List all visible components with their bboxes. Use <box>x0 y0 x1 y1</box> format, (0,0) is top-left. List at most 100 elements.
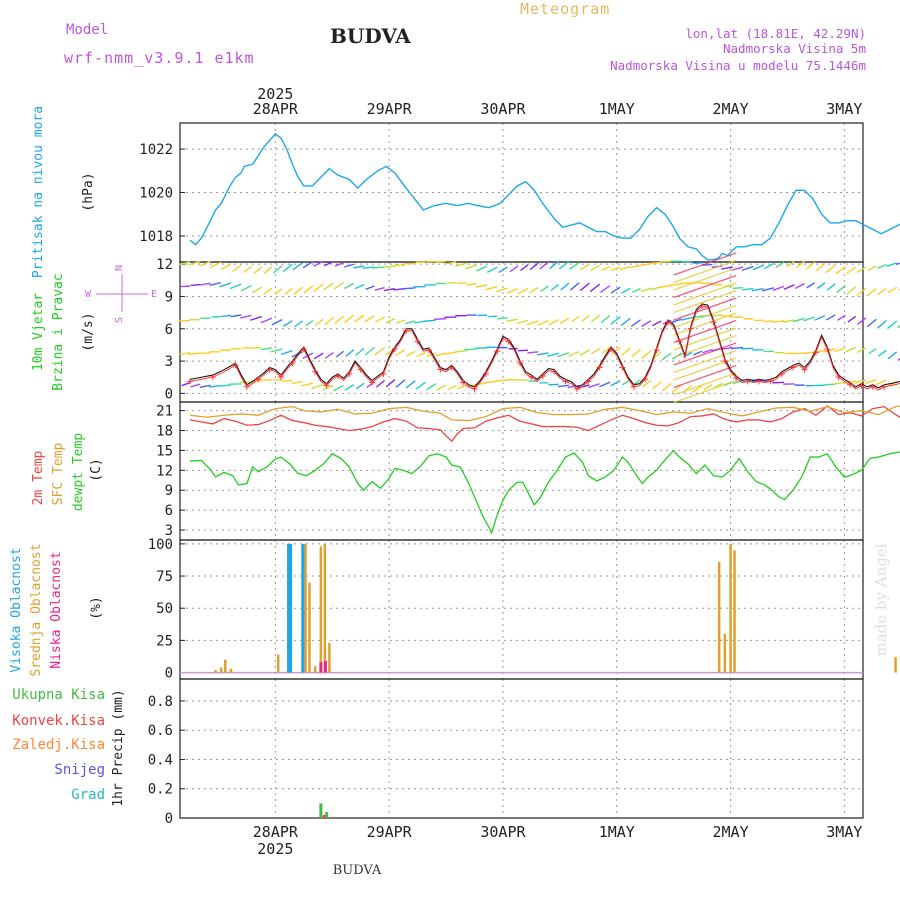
wind-barb <box>486 266 498 273</box>
wind-speed-line <box>189 303 900 389</box>
wind-barb <box>219 282 232 288</box>
wind-barb <box>710 314 723 317</box>
wind-barb <box>764 262 775 270</box>
wind-barb <box>354 314 365 323</box>
wind-barb <box>897 357 900 361</box>
wind-axis-title: 10m Vjetar <box>31 293 46 371</box>
temp-2m-line <box>189 405 900 443</box>
top-day-label: 29APR <box>367 100 413 118</box>
wind-barb <box>590 264 601 271</box>
wind-barb <box>405 380 416 389</box>
wind-barb <box>803 316 815 322</box>
y-tick-label: 12 <box>156 463 173 479</box>
wind-barb <box>496 316 508 320</box>
wind-barb <box>579 263 590 271</box>
precip-legend-item: Snijeg <box>54 762 105 778</box>
wind-barb <box>454 349 467 353</box>
wind-barb <box>516 319 529 325</box>
panel-frame <box>179 401 864 541</box>
wind-barb <box>188 260 201 266</box>
wind-barb <box>588 383 600 389</box>
pressure-axis-title: Pritisak na nivou mora <box>31 106 46 278</box>
wind-barb <box>599 381 611 388</box>
wind-barb <box>539 261 549 270</box>
wind-barb <box>291 380 303 385</box>
wind-barb <box>806 282 816 289</box>
wind-barb <box>571 315 580 323</box>
precip-legend-item: Zaledj.Kisa <box>12 737 105 753</box>
wind-barb <box>854 379 867 384</box>
wind-barb <box>344 282 355 290</box>
y-tick-label: 1022 <box>139 142 173 158</box>
wind-barb <box>220 263 232 271</box>
mid-cloud-bar <box>214 669 217 673</box>
wind-barb <box>713 382 723 389</box>
wind-barb <box>866 318 877 328</box>
wind-barb <box>509 265 519 273</box>
wind-barb <box>294 320 304 328</box>
wind-barb <box>465 264 477 270</box>
wind-barb <box>762 287 774 292</box>
wind-barb <box>600 285 611 294</box>
y-tick-label: 0 <box>165 666 173 682</box>
wind-barb <box>876 379 887 386</box>
wind-barb <box>642 379 652 388</box>
wind-barb <box>641 287 652 293</box>
wind-barb <box>876 320 887 329</box>
bottom-year-label: 2025 <box>257 840 293 858</box>
bottom-day-label: 28APR <box>253 823 299 841</box>
wind-barb <box>293 286 304 295</box>
wind-barb <box>334 262 344 267</box>
wind-barb <box>549 260 560 270</box>
panel-frame <box>179 539 864 680</box>
wind-barb <box>590 314 601 323</box>
wind-hatch <box>673 274 737 299</box>
wind-barb <box>632 288 641 293</box>
wind-barb <box>423 319 436 323</box>
bottom-day-label: 30APR <box>480 823 526 841</box>
wind-barb <box>548 383 559 386</box>
footer-station: BUDVA <box>333 863 382 878</box>
temp-sfc-line <box>189 405 900 422</box>
mid-cloud-bar <box>313 666 317 673</box>
wind-barb <box>383 287 395 292</box>
wind-barb <box>517 287 529 295</box>
wind-barb <box>815 262 826 272</box>
top-year-label: 2025 <box>257 85 293 103</box>
top-day-label: 2MAY <box>712 100 748 118</box>
wind-barb <box>856 347 867 354</box>
mid-cloud-bar <box>229 668 233 673</box>
wind-barb <box>415 381 426 390</box>
mid-cloud-bar <box>328 642 331 673</box>
y-tick-label: 75 <box>156 569 173 585</box>
wind-barb <box>669 283 682 286</box>
wind-barb <box>333 384 344 392</box>
wind-barb <box>475 382 488 386</box>
wind-barb <box>303 284 314 294</box>
model-elevation-label: Nadmorska Visina u modelu 75.1446m <box>610 58 866 73</box>
wind-barb <box>782 319 795 323</box>
wind-axis-unit: (m/s) <box>81 312 96 351</box>
wind-barb <box>621 347 631 356</box>
wind-barb <box>529 286 539 294</box>
wind-barb <box>741 265 754 272</box>
wind-barb <box>690 315 703 319</box>
wind-barb <box>253 266 263 274</box>
mid-cloud-bar <box>323 543 327 673</box>
temp-dewpt-axis-title: dewpt Temp <box>71 433 86 511</box>
wind-hatch <box>673 289 737 314</box>
wind-barb <box>199 282 211 286</box>
wind-barb <box>702 263 713 266</box>
wind-barb <box>282 379 293 383</box>
wind-barb <box>887 320 898 330</box>
wind-barb <box>270 348 283 353</box>
wind-barb <box>323 260 334 267</box>
wind-barb <box>559 260 570 270</box>
wind-barb <box>324 317 334 326</box>
wind-barb <box>305 319 314 327</box>
wind-barb <box>362 266 375 269</box>
wind-barb <box>240 314 252 319</box>
wind-barb <box>772 285 785 291</box>
